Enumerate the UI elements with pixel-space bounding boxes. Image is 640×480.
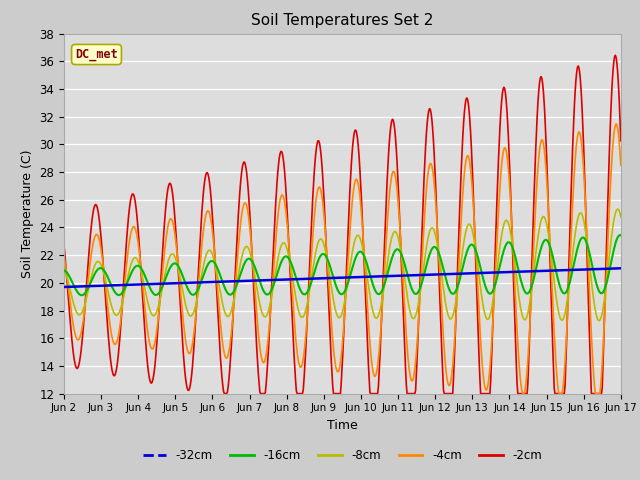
X-axis label: Time: Time bbox=[327, 419, 358, 432]
Text: DC_met: DC_met bbox=[75, 48, 118, 61]
Title: Soil Temperatures Set 2: Soil Temperatures Set 2 bbox=[252, 13, 433, 28]
Y-axis label: Soil Temperature (C): Soil Temperature (C) bbox=[20, 149, 34, 278]
Legend: -32cm, -16cm, -8cm, -4cm, -2cm: -32cm, -16cm, -8cm, -4cm, -2cm bbox=[138, 444, 547, 467]
